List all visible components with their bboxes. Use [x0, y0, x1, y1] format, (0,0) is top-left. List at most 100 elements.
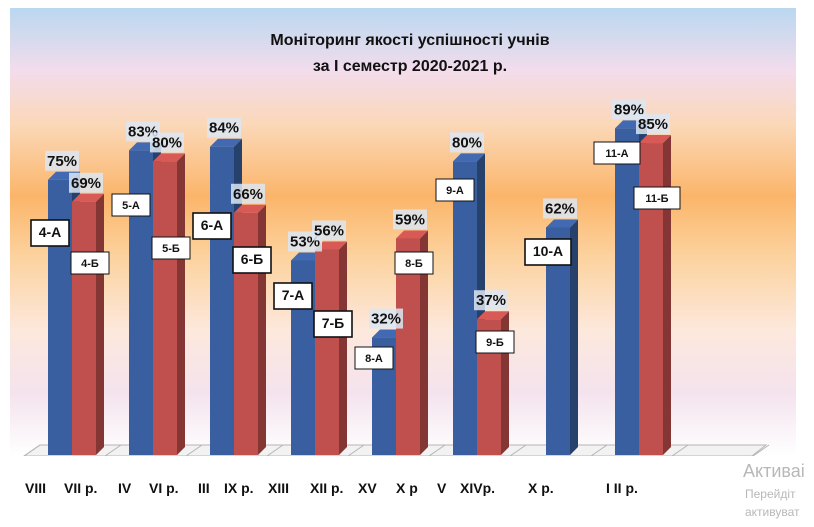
- floor-tick: [104, 444, 122, 456]
- class-label-box: [30, 219, 70, 247]
- bar-side: [177, 153, 185, 455]
- floor-tick: [23, 444, 41, 456]
- data-label: 32%: [371, 311, 401, 328]
- class-label: 4-А: [39, 224, 62, 240]
- class-label-box: [70, 251, 110, 275]
- data-label: 37%: [476, 292, 506, 309]
- bar-9-А: [453, 161, 477, 455]
- class-label: 6-А: [201, 217, 224, 233]
- class-label: 8-А: [365, 353, 383, 365]
- x-tick-label: XII р.: [310, 480, 343, 496]
- data-label-bg: [369, 308, 403, 329]
- bar-top: [396, 230, 428, 239]
- floor-tick: [185, 444, 203, 456]
- bar-top: [477, 311, 509, 320]
- x-tick-label: VIII: [25, 480, 46, 496]
- class-label-box: [273, 282, 313, 310]
- x-axis-labels: VIII VII р. IV VI р. III IX р. XIII XII р. XV X р…: [25, 480, 638, 496]
- data-label-bg: [543, 198, 577, 219]
- chart-frame: 75% 4-А 69% 4-Б 83% 5-А 80% 5-Б 84% 6-А 66% 6-Б 53% 7…: [10, 8, 796, 456]
- x-tick-label: VI р.: [149, 480, 179, 496]
- class-label-box: [593, 141, 641, 165]
- data-label: 80%: [152, 134, 182, 151]
- data-label: 69%: [71, 175, 101, 192]
- class-label-box: [111, 193, 151, 217]
- class-label-box: [633, 186, 681, 210]
- bar-6-А: [210, 146, 234, 455]
- bar-8-Б: [396, 238, 420, 455]
- data-label-bg: [69, 172, 103, 193]
- data-label: 59%: [395, 211, 425, 228]
- class-label: 4-Б: [81, 258, 99, 270]
- data-label-bg: [450, 132, 484, 153]
- windows-activation-watermark-line2: Перейдіт: [745, 487, 796, 501]
- data-label: 84%: [209, 120, 239, 137]
- class-label: 11-А: [605, 148, 628, 160]
- bar-side: [339, 241, 347, 455]
- windows-activation-watermark: Активаі: [743, 461, 805, 481]
- bar-7-Б: [315, 249, 339, 455]
- bar-side: [258, 204, 266, 455]
- chart-title: Моніторинг якості успішності учнів: [270, 32, 550, 49]
- bar-side: [420, 230, 428, 455]
- data-label-bg: [231, 183, 265, 204]
- x-tick-label: I II р.: [606, 480, 638, 496]
- bar-5-Б: [153, 161, 177, 455]
- bar-4-Б: [72, 201, 96, 455]
- bar-top: [546, 219, 578, 228]
- class-label: 5-Б: [162, 243, 180, 255]
- x-tick-label: III: [198, 480, 210, 496]
- bar-top: [153, 153, 185, 162]
- class-label: 5-А: [122, 200, 140, 212]
- x-tick-label: XIVр.: [460, 480, 495, 496]
- bar-side: [570, 219, 578, 455]
- data-label-bg: [393, 209, 427, 230]
- class-label-box: [475, 330, 515, 354]
- floor-tick: [266, 444, 284, 456]
- data-label: 85%: [638, 116, 668, 133]
- class-label-box: [394, 251, 434, 275]
- bar-11-А: [615, 128, 639, 455]
- data-label-bg: [207, 117, 241, 138]
- bar-side: [96, 193, 104, 455]
- x-tick-label: V: [437, 480, 447, 496]
- class-label: 10-А: [533, 243, 563, 259]
- labels-layer: 75%4-А69%4-Б83%5-А80%5-Б84%6-А66%6-Б53%7…: [30, 99, 681, 370]
- class-label: 8-Б: [405, 258, 423, 270]
- data-label: 56%: [314, 222, 344, 239]
- bar-top: [234, 204, 266, 213]
- data-label: 62%: [545, 200, 575, 217]
- floor-tick: [671, 444, 689, 456]
- data-label-bg: [636, 114, 670, 135]
- class-label-box: [151, 236, 191, 260]
- class-label: 7-Б: [322, 315, 345, 331]
- x-tick-label: VII р.: [64, 480, 97, 496]
- x-tick-label: IX р.: [224, 480, 254, 496]
- data-label-bg: [45, 150, 79, 171]
- data-label: 66%: [233, 186, 263, 203]
- floor-tick: [347, 444, 365, 456]
- floor-tick: [509, 444, 527, 456]
- x-tick-label: XIII: [268, 480, 289, 496]
- x-tick-label: X р.: [528, 480, 554, 496]
- class-label: 7-А: [282, 287, 305, 303]
- floor-tick: [590, 444, 608, 456]
- bar-top: [639, 135, 671, 144]
- data-label-bg: [312, 220, 346, 241]
- x-tick-label: X р: [396, 480, 418, 496]
- data-label: 75%: [47, 153, 77, 170]
- bar-top: [72, 193, 104, 202]
- bar-side: [663, 135, 671, 456]
- x-tick-label: IV: [118, 480, 132, 496]
- bar-top: [453, 153, 485, 162]
- x-tick-label: XV: [358, 480, 377, 496]
- chart-subtitle: за І семестр 2020-2021 р.: [312, 58, 508, 75]
- class-label-box: [435, 178, 475, 202]
- class-label-box: [354, 346, 394, 370]
- class-label: 9-Б: [486, 337, 504, 349]
- data-label-bg: [150, 132, 184, 153]
- bar-top: [315, 241, 347, 250]
- class-label: 11-Б: [645, 193, 668, 205]
- class-label: 6-Б: [241, 251, 264, 267]
- floor-tick: [752, 444, 770, 456]
